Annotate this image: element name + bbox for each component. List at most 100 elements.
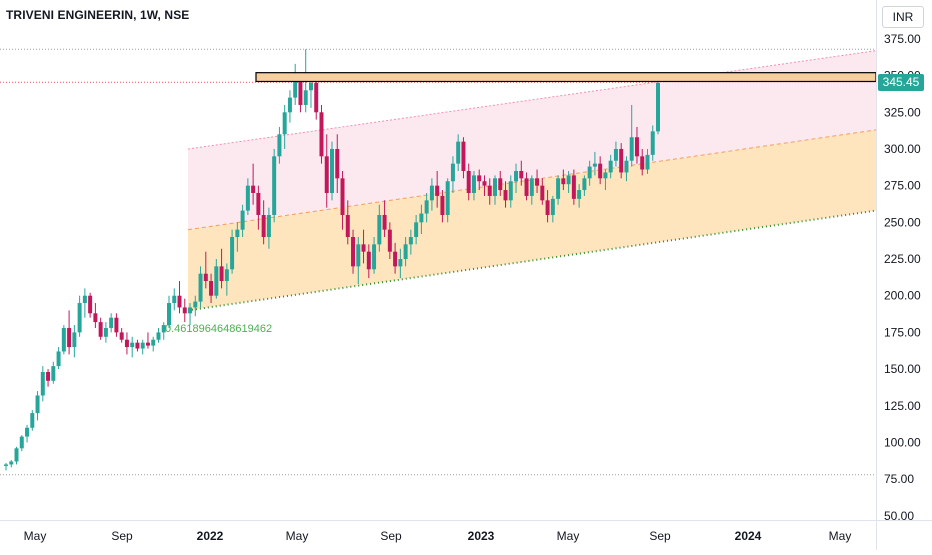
candle-body — [387, 229, 392, 252]
candle-body — [550, 198, 555, 216]
candle-body — [156, 332, 161, 340]
candle-body — [450, 163, 455, 182]
x-tick-label: May — [24, 529, 47, 543]
x-tick-label: May — [557, 529, 580, 543]
candle-body — [487, 185, 492, 196]
candle-body — [540, 185, 545, 201]
y-tick-label: 225.00 — [884, 252, 921, 266]
fib-level-label: 0.4618964648619462 — [165, 323, 272, 335]
candle-body — [345, 215, 350, 238]
candle-body — [519, 170, 524, 179]
y-tick-label: 300.00 — [884, 142, 921, 156]
candle-body — [67, 327, 72, 348]
x-tick-label: Sep — [380, 529, 402, 543]
candle-body — [429, 185, 434, 201]
candle-body — [587, 166, 592, 179]
candle-body — [14, 448, 19, 462]
x-tick-label: May — [829, 529, 852, 543]
candle-body — [403, 244, 408, 260]
candle-body — [61, 327, 66, 352]
candle-body — [103, 327, 108, 337]
candle-body — [193, 301, 198, 308]
candle-body — [287, 97, 292, 113]
candle-body — [577, 190, 582, 199]
candle-body — [324, 156, 329, 193]
y-tick-label: 75.00 — [884, 472, 914, 486]
candle-body — [603, 172, 608, 179]
candle-body — [435, 185, 440, 196]
candle-body — [224, 269, 229, 282]
candle-body — [188, 307, 193, 314]
candle-body — [4, 464, 8, 466]
candle-body — [645, 154, 650, 170]
candle-body — [377, 215, 382, 245]
candle-body — [608, 160, 613, 173]
x-tick-label: 2023 — [468, 529, 495, 543]
x-tick-label: Sep — [111, 529, 133, 543]
y-tick-label: 200.00 — [884, 289, 921, 303]
candle-body — [356, 244, 361, 267]
candle-body — [56, 351, 61, 367]
candle-body — [314, 82, 319, 113]
candle-body — [335, 148, 340, 179]
candle-body — [266, 215, 271, 238]
candle-body — [172, 295, 177, 304]
candle-body — [135, 342, 140, 349]
candle-body — [629, 137, 634, 161]
y-tick-label: 150.00 — [884, 362, 921, 376]
candle-body — [240, 210, 245, 230]
candle-body — [366, 251, 371, 270]
candle-body — [19, 436, 24, 449]
candle-body — [119, 332, 124, 340]
candle-body — [230, 237, 235, 270]
candle-body — [145, 342, 150, 346]
candle-body — [140, 342, 145, 349]
candle-body — [93, 313, 98, 323]
candle-body — [40, 372, 45, 396]
x-tick-label: Sep — [649, 529, 671, 543]
candle-body — [30, 413, 35, 428]
y-tick-label: 275.00 — [884, 179, 921, 193]
y-tick-label: 325.00 — [884, 105, 921, 119]
candle-body — [535, 178, 540, 186]
candle-body — [46, 372, 51, 381]
candle-body — [571, 175, 576, 199]
candle-body — [209, 281, 214, 296]
candle-body — [514, 170, 519, 182]
chart-title: TRIVENI ENGINEERIN, 1W, NSE — [6, 8, 190, 22]
candle-body — [498, 178, 503, 191]
candle-body — [414, 222, 419, 238]
candle-body — [245, 185, 250, 211]
currency-label[interactable]: INR — [882, 6, 924, 28]
candle-body — [25, 427, 30, 437]
candle-body — [88, 295, 93, 314]
candle-body — [372, 244, 377, 270]
candle-body — [382, 215, 387, 230]
candle-body — [308, 82, 313, 91]
candle-body — [98, 322, 103, 337]
candle-body — [493, 178, 497, 196]
candle-body — [277, 134, 282, 157]
candle-body — [393, 251, 398, 267]
candle-body — [503, 190, 508, 201]
candle-body — [182, 307, 187, 314]
candle-body — [177, 295, 182, 308]
candle-body — [471, 175, 476, 193]
candle-body — [566, 175, 571, 185]
candle-body — [251, 185, 256, 193]
candle-body — [72, 332, 77, 348]
candle-body — [424, 200, 429, 214]
candle-body — [151, 339, 156, 346]
candle-body — [219, 266, 224, 282]
candle-body — [198, 273, 203, 302]
candle-body — [613, 148, 618, 161]
candle-body — [319, 112, 324, 157]
candle-body — [361, 244, 366, 252]
channel-middle-line — [187, 129, 877, 231]
candle-body — [561, 178, 566, 185]
y-tick-label: 175.00 — [884, 325, 921, 339]
candle-body — [582, 178, 587, 191]
y-tick-label: 100.00 — [884, 435, 921, 449]
